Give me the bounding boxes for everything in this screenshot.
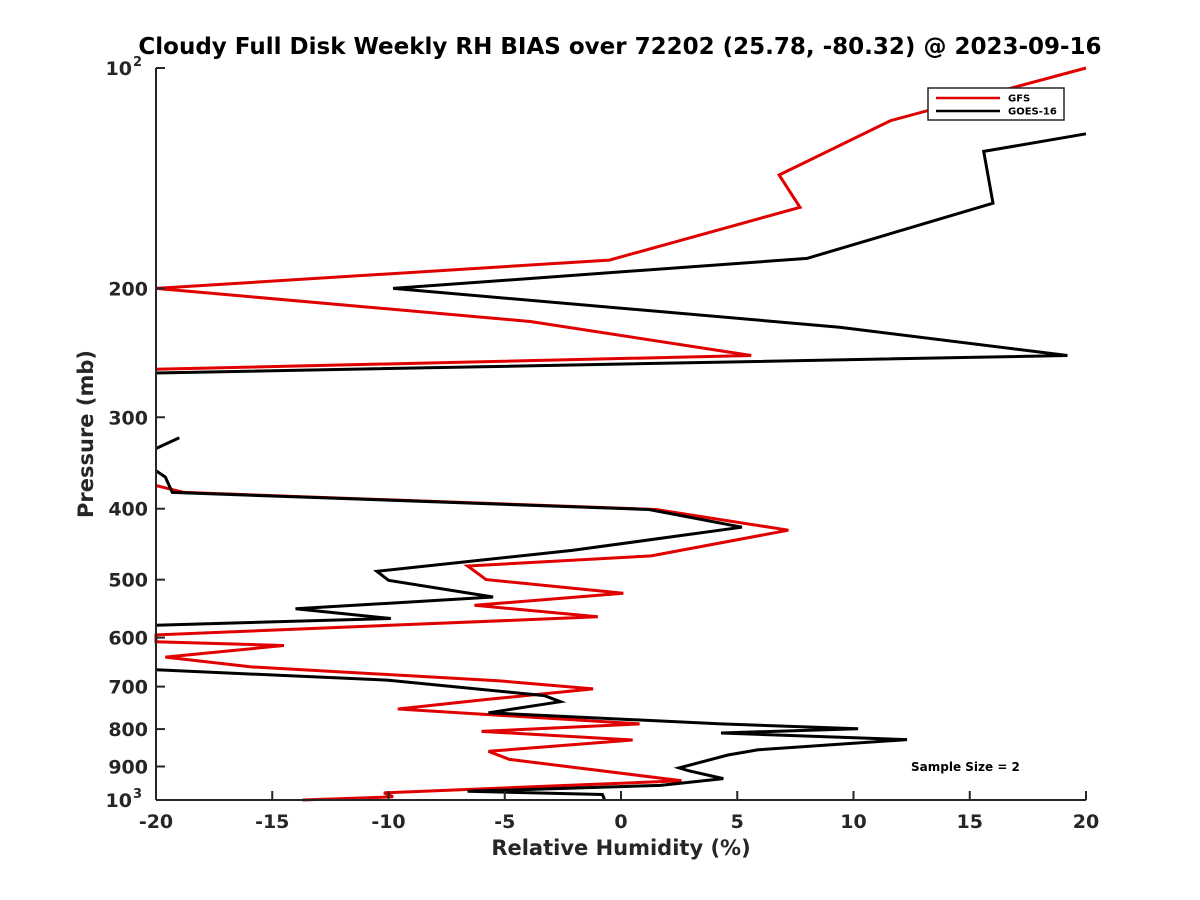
x-tick-label: 5	[731, 811, 744, 833]
y-tick-label: 900	[108, 757, 148, 779]
sample-size-annotation: Sample Size = 2	[911, 760, 1020, 774]
legend-label-gfs: GFS	[1008, 94, 1030, 105]
x-axis-ticks: -20 -15 -10 -5 0 5 10 15 20	[139, 791, 1099, 833]
series-layer	[154, 66, 1087, 802]
y-tick-label: 10	[106, 58, 132, 80]
chart-title: Cloudy Full Disk Weekly RH BIAS over 722…	[138, 34, 1101, 60]
series-line-goes-16-seg-1	[155, 436, 180, 450]
series-line-goes-16-seg-2	[155, 469, 743, 627]
series-line-gfs-seg-1	[154, 484, 789, 802]
x-tick-label: -5	[494, 811, 515, 833]
y-axis-label: Pressure (mb)	[74, 350, 98, 518]
x-axis-label: Relative Humidity (%)	[491, 836, 750, 860]
series-line-gfs-seg-0	[155, 66, 1087, 371]
x-tick-label: 10	[840, 811, 866, 833]
legend: GFS GOES-16	[927, 87, 1065, 121]
y-tick-exponent: 3	[133, 787, 142, 802]
y-tick-label: 400	[108, 499, 148, 521]
legend-box	[927, 87, 1065, 121]
y-tick-label: 500	[108, 570, 148, 592]
y-tick-label: 200	[108, 278, 148, 300]
series-line-goes-16-seg-0	[155, 132, 1087, 375]
y-tick-exponent: 2	[133, 55, 142, 70]
x-tick-label: -10	[371, 811, 405, 833]
y-tick-label: 700	[108, 677, 148, 699]
y-tick-label: 800	[108, 719, 148, 741]
y-tick-label: 600	[108, 628, 148, 650]
x-tick-label: 15	[957, 811, 983, 833]
x-tick-label: 0	[614, 811, 627, 833]
x-tick-label: -20	[139, 811, 173, 833]
y-tick-label: 10	[106, 790, 132, 812]
x-tick-label: 20	[1073, 811, 1099, 833]
series-line-goes-16-seg-3	[155, 668, 908, 801]
y-tick-label: 300	[108, 407, 148, 429]
x-tick-label: -15	[255, 811, 289, 833]
legend-label-goes-16: GOES-16	[1008, 107, 1057, 118]
